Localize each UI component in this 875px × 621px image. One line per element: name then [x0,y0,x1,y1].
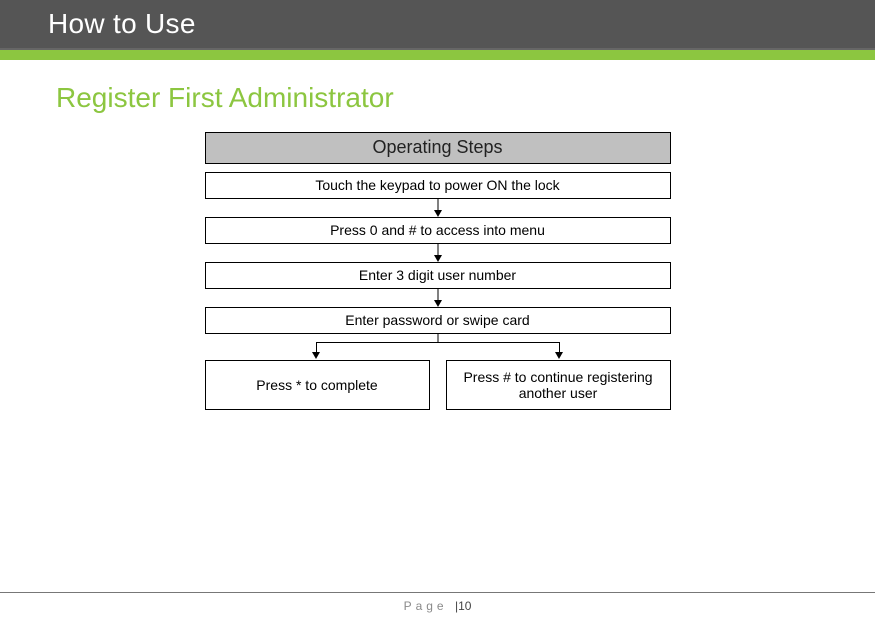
accent-bar [0,48,875,60]
arrow-head-left-icon [312,352,320,359]
flowchart-header: Operating Steps [205,132,671,164]
branch-box-right: Press # to continue registering another … [446,360,671,410]
split-connector [205,334,671,360]
header-bar: How to Use [0,0,875,48]
content-area: Register First Administrator Operating S… [0,60,875,410]
section-title: Register First Administrator [56,82,819,114]
step-box-3: Enter 3 digit user number [205,262,671,289]
split-hbar [316,342,558,343]
arrow-down-icon [205,244,671,262]
split-stem [437,334,438,342]
footer-text: Page |10 [0,599,875,613]
arrow-down-icon [205,199,671,217]
flowchart: Operating Steps Touch the keypad to powe… [205,132,671,410]
step-box-1: Touch the keypad to power ON the lock [205,172,671,199]
header-title: How to Use [48,8,196,40]
footer-page-number: 10 [458,599,471,613]
step-box-4: Enter password or swipe card [205,307,671,334]
arrow-head-right-icon [555,352,563,359]
step-box-2: Press 0 and # to access into menu [205,217,671,244]
arrow-down-icon [205,289,671,307]
branch-box-left: Press * to complete [205,360,430,410]
footer-label: Page [404,599,448,613]
branch-row: Press * to complete Press # to continue … [205,360,671,410]
footer-rule [0,592,875,593]
